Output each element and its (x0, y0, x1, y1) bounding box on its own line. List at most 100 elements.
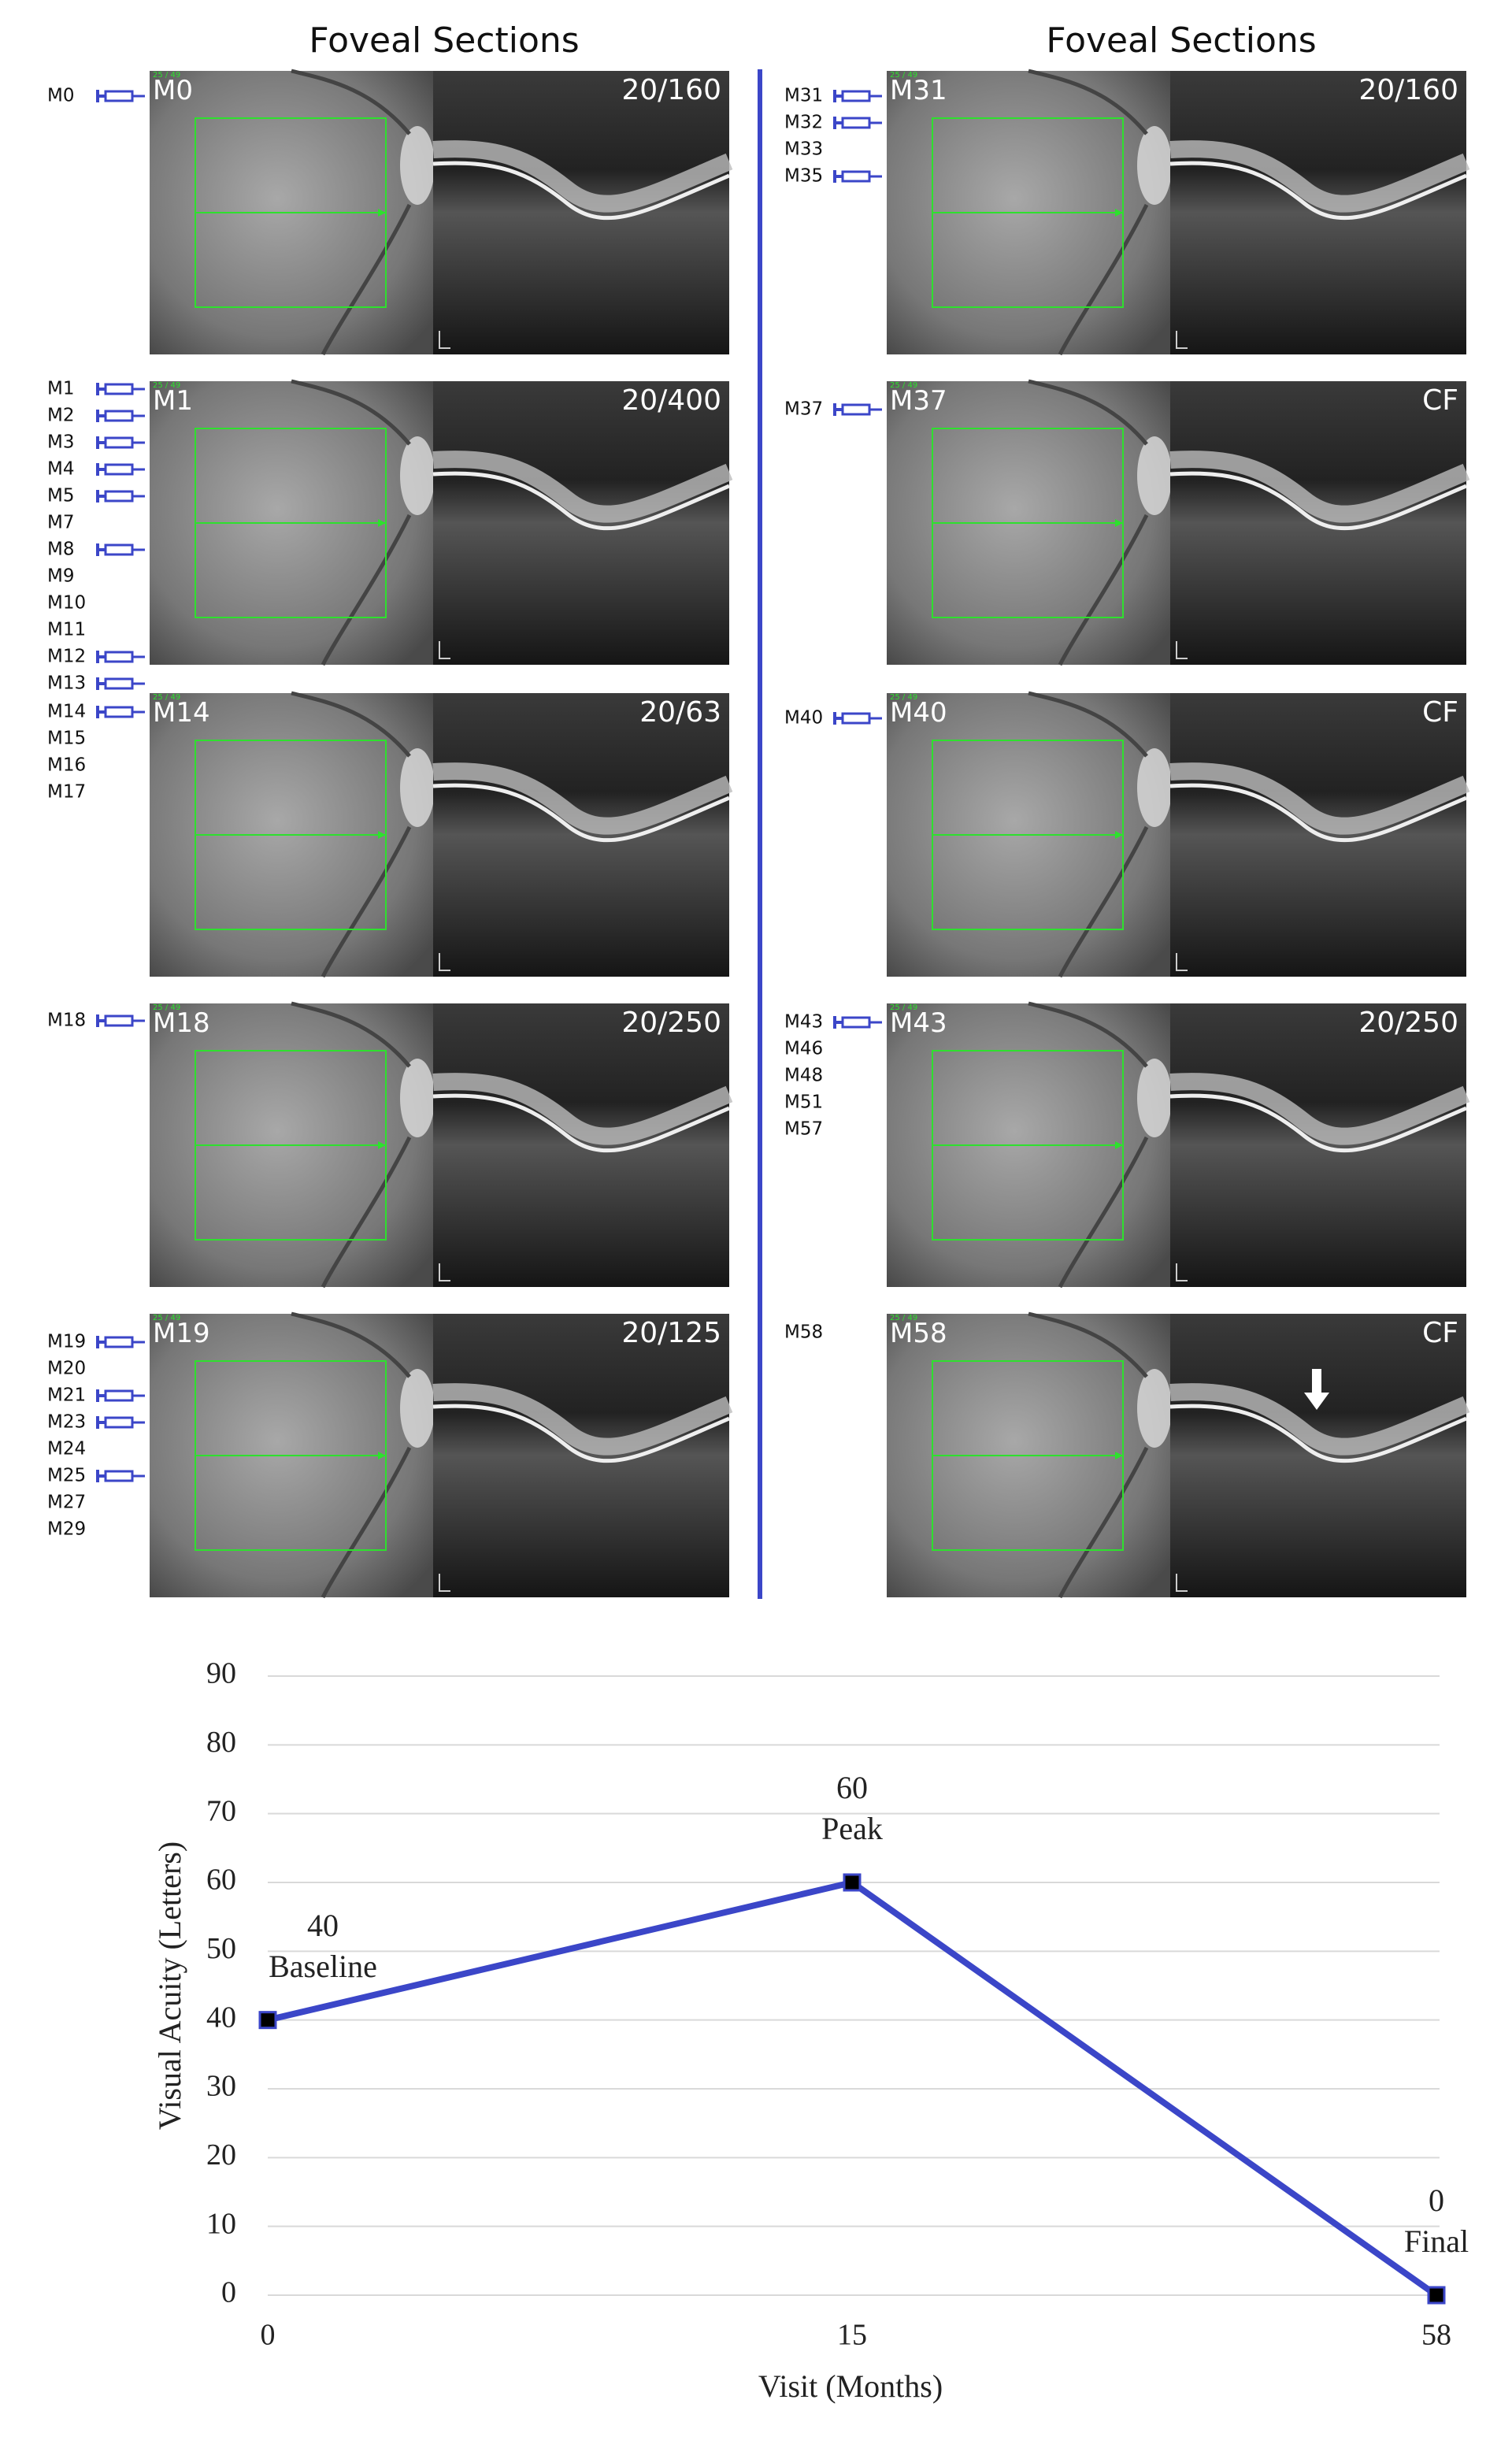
scale-bar (1176, 641, 1188, 659)
point-annotation: Baseline (269, 1949, 377, 1984)
visit-month: M18 (47, 1011, 86, 1031)
acuity-label: CF (1422, 384, 1458, 417)
scan-label: 25 / 49 (890, 1003, 917, 1012)
y-tick-label: 0 (221, 2276, 236, 2309)
scale-bar (439, 331, 450, 349)
injection-icon (96, 90, 145, 102)
injection-icon (96, 1470, 145, 1482)
syringe-barrel (104, 436, 134, 449)
syringe-barrel (104, 90, 134, 102)
visit-month: M29 (47, 1519, 86, 1540)
scan-label: 25 / 49 (153, 1314, 180, 1322)
retina-band (432, 140, 733, 213)
visit-month: M32 (784, 113, 823, 133)
vessel (321, 514, 412, 666)
retina-band (1169, 1073, 1470, 1145)
visit-month: M51 (784, 1092, 823, 1113)
scale-bar (439, 1263, 450, 1281)
scan-label: 25 / 49 (890, 381, 917, 390)
vessel (321, 825, 412, 978)
rpe-band (432, 1404, 730, 1463)
rpe-band (432, 161, 730, 221)
visit-month: M14 (47, 702, 86, 722)
rpe-band (432, 783, 730, 843)
visit-month: M9 (47, 566, 74, 587)
x-tick-label: 0 (261, 2319, 276, 2352)
acuity-label: 20/63 (639, 696, 721, 729)
injection-icon (96, 651, 145, 663)
visit-month: M58 (784, 1322, 823, 1343)
injection-icon (96, 543, 145, 556)
acuity-label: 20/125 (621, 1317, 721, 1349)
visit-month: M8 (47, 540, 74, 560)
y-tick-label: 90 (206, 1657, 236, 1690)
panel-label: M58 (890, 1318, 947, 1349)
vessel (291, 691, 411, 758)
panel-label: M31 (890, 75, 947, 106)
visit-month: M40 (784, 708, 823, 729)
visit-month: M4 (47, 459, 74, 480)
acuity-label: 20/400 (621, 384, 721, 417)
injection-icon (833, 170, 882, 183)
vessel (1058, 203, 1149, 356)
injection-icon (833, 403, 882, 416)
scale-bar (439, 641, 450, 659)
y-tick-label: 20 (206, 2138, 236, 2172)
panel-label: M43 (890, 1007, 947, 1039)
visit-month: M48 (784, 1066, 823, 1086)
column-divider (758, 69, 762, 1599)
value-label: 0 (1429, 2183, 1444, 2218)
visit-month: M35 (784, 166, 823, 187)
acuity-label: CF (1422, 696, 1458, 729)
scan-arrow (1115, 1452, 1123, 1459)
visit-month: M43 (784, 1012, 823, 1033)
vessel (291, 1311, 411, 1378)
panel-label: M0 (153, 75, 193, 106)
visit-month: M5 (47, 486, 74, 506)
retina-band (1169, 451, 1470, 523)
visit-month: M1 (47, 379, 74, 399)
retina-band (432, 1383, 733, 1456)
vessel (321, 1446, 412, 1599)
vessel (1028, 1311, 1148, 1378)
scale-bar (1176, 1263, 1188, 1281)
scale-bar (439, 953, 450, 971)
vessel (321, 1136, 412, 1289)
scan-arrow (378, 831, 386, 839)
visit-month: M11 (47, 620, 86, 640)
rpe-band (1169, 161, 1467, 221)
vessel (1028, 69, 1148, 135)
optic-disc (400, 126, 435, 205)
lesion-arrow (1304, 1369, 1329, 1410)
scan-label: 25 / 49 (890, 1314, 917, 1322)
syringe-barrel (104, 410, 134, 422)
visit-month: M24 (47, 1439, 86, 1459)
visit-month: M0 (47, 86, 74, 106)
injection-icon (96, 436, 145, 449)
retina-band (432, 451, 733, 523)
injection-icon (833, 1016, 882, 1029)
scan-arrow (1115, 209, 1123, 217)
syringe-barrel (104, 706, 134, 718)
scan-arrow (378, 209, 386, 217)
acuity-label: 20/160 (1358, 74, 1458, 106)
rpe-band (1169, 783, 1467, 843)
x-axis-label: Visit (Months) (758, 2368, 943, 2404)
panel-label: M37 (890, 385, 947, 417)
data-marker (843, 1873, 862, 1892)
visit-month: M2 (47, 406, 74, 426)
syringe-barrel (104, 543, 134, 556)
acuity-label: 20/250 (1358, 1007, 1458, 1039)
y-axis-label: Visual Acuity (Letters) (152, 1841, 187, 2130)
injection-icon (96, 1336, 145, 1348)
injection-icon (833, 117, 882, 129)
injection-icon (833, 712, 882, 725)
syringe-barrel (104, 463, 134, 476)
point-annotation: Final (1404, 2223, 1469, 2259)
syringe-barrel (104, 1014, 134, 1027)
visit-month: M19 (47, 1332, 86, 1352)
